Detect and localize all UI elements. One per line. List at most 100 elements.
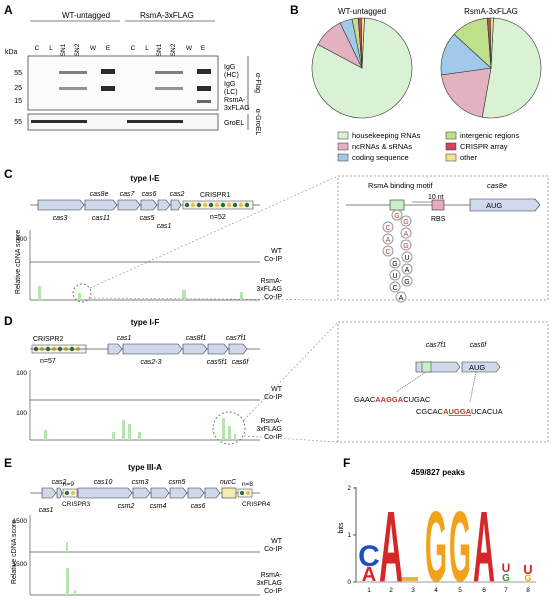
y-tick-d-bottom: 100 [16, 410, 27, 417]
inset-gene-label: cas8e [487, 181, 507, 190]
inset-gene-arrow [469, 198, 541, 212]
logo-small [402, 577, 418, 581]
logo-letter: G [449, 491, 471, 600]
track-labels-c: WT Co-IP RsmA- 3xFLAG Co-IP [256, 248, 282, 301]
track-e-wt [66, 542, 68, 552]
band [197, 69, 211, 74]
y-tick-c: 400 [16, 236, 27, 243]
panel-label-b: B [290, 3, 299, 17]
seq-link [469, 371, 477, 403]
gene-arrow [84, 199, 118, 211]
band [73, 120, 87, 123]
track-label: 3xFLAG [256, 286, 282, 293]
svg-text:3: 3 [411, 587, 415, 594]
logo-letter: U [502, 561, 511, 575]
track-label: WT [271, 248, 283, 255]
svg-text:U: U [404, 255, 409, 262]
svg-text:4: 4 [434, 587, 438, 594]
lane-label: W [90, 45, 97, 52]
lane-labels: C L SN1 SN2 W E C L SN1 SN2 W E [35, 43, 206, 56]
band [73, 87, 87, 90]
svg-text:G: G [404, 279, 409, 286]
band [197, 86, 211, 91]
lane-label: E [201, 45, 206, 52]
wt-untagged-header: WT-untagged [62, 11, 110, 20]
lane-label: L [49, 45, 53, 52]
crispr3-array [62, 488, 78, 498]
band [155, 71, 169, 74]
lane-label: SN2 [74, 43, 81, 56]
inset-aug: AUG [486, 201, 502, 210]
legend-label: coding sequence [352, 153, 409, 162]
y-tick-d-top: 100 [16, 370, 27, 377]
rbs-label: RBS [431, 216, 446, 223]
lane-label: C [131, 45, 136, 52]
operon-ie [37, 199, 182, 211]
seq-1: GAACAAGGACUGAC [354, 395, 431, 404]
type-if-label: type I-F [131, 318, 160, 327]
gene-label: cas1 [39, 507, 54, 514]
hairpin-right-col: G A G U A G [400, 215, 413, 287]
svg-text:G: G [403, 219, 408, 226]
logo-title: 459/827 peaks [411, 468, 465, 477]
lane-label: L [145, 45, 149, 52]
lane-label: SN2 [170, 43, 177, 56]
logo-letter: G [524, 573, 531, 583]
band [59, 87, 73, 90]
crispr4-n: n=8 [242, 481, 253, 488]
rsma-label: RsmA- [224, 97, 246, 104]
logo-y-axis-label: bits [338, 522, 345, 533]
svg-text:U: U [392, 273, 397, 280]
track-label: RsmA- [261, 418, 283, 425]
gene-label: cas5f1 [207, 359, 228, 366]
gene-arrow [157, 199, 171, 211]
track-label: Co-IP [264, 256, 282, 263]
panel-label-d: D [4, 314, 13, 328]
gene-label: cas10 [94, 479, 113, 486]
panel-label-c: C [4, 167, 13, 181]
svg-text:C: C [392, 285, 397, 292]
svg-text:A: A [405, 267, 410, 274]
operon-if [107, 343, 248, 355]
pie-wt-untagged [311, 17, 413, 119]
logo-y-tick: 1 [347, 532, 351, 539]
track-label: 3xFLAG [256, 426, 282, 433]
hairpin-left-col: C A C G U C [382, 221, 401, 293]
band [59, 71, 73, 74]
kda-label: kDa [5, 49, 18, 56]
gene-label: cas6f [232, 359, 250, 366]
legend-label: ncRNAs & sRNAs [352, 142, 412, 151]
motif-box [389, 199, 405, 211]
igg-hc-label: IgG [224, 64, 235, 71]
svg-text:2: 2 [389, 587, 393, 594]
svg-text:A: A [404, 231, 409, 238]
motif-label: RsmA binding motif [368, 181, 434, 190]
groel-blot [27, 113, 219, 131]
track-labels-e: WT Co-IP RsmA- 3xFLAG Co-IP [256, 538, 282, 595]
svg-text:A: A [399, 295, 404, 302]
flag-blot-bands [59, 69, 211, 103]
gene-label: nucC [220, 479, 237, 486]
svg-text:A: A [386, 237, 391, 244]
logo-letter: U [523, 562, 532, 577]
pie-legend: housekeeping RNAs ncRNAs & sRNAs coding … [337, 131, 519, 162]
gene-arrow [117, 199, 141, 211]
track-e-flag [66, 568, 76, 595]
gene-arrow [37, 199, 85, 211]
legend-swatch [337, 153, 349, 162]
logo-letter: A [362, 564, 376, 586]
legend-swatch [337, 131, 349, 140]
lane-label: SN1 [60, 43, 67, 56]
type-ie-label: type I-E [131, 174, 161, 183]
band [169, 120, 183, 123]
zoom-line [89, 297, 339, 301]
type-iiia-label: type III-A [128, 463, 162, 472]
svg-text:8: 8 [526, 587, 530, 594]
inset-gene-cas6f: cas6f [470, 342, 488, 349]
groel-label: GroEL [224, 120, 244, 127]
crispr4-label: CRISPR4 [242, 501, 271, 508]
nt-gap-label: 10 nt [428, 194, 444, 201]
ie-gene-labels: cas8e cas7 cas6 cas2 cas3 cas11 cas5 cas… [53, 191, 185, 230]
crispr1-array [182, 200, 254, 210]
marker-55: 55 [14, 70, 22, 77]
